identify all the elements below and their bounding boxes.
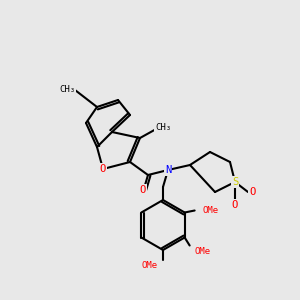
Text: S: S [232,177,238,187]
Text: O: O [249,187,255,197]
Text: O: O [232,200,238,210]
Text: O: O [140,185,146,195]
Text: CH₃: CH₃ [59,85,75,94]
Text: OMe: OMe [142,262,158,271]
Text: OMe: OMe [195,247,211,256]
Text: OMe: OMe [202,206,219,215]
Text: O: O [100,164,106,174]
Text: CH₃: CH₃ [155,124,171,133]
Text: N: N [165,165,171,175]
